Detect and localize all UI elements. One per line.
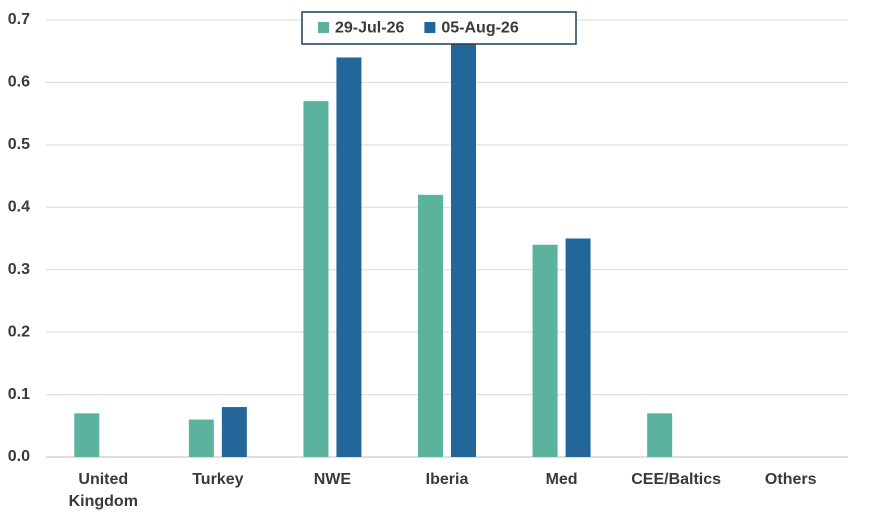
y-tick-label: 0.0 [8,448,30,465]
bar [336,57,362,457]
x-tick-label: Turkey [192,471,243,488]
y-tick-label: 0.4 [8,199,30,216]
x-tick-label: NWE [314,471,352,488]
bar [188,419,214,457]
y-tick-label: 0.3 [8,261,30,278]
bar [532,244,558,457]
x-tick-label: CEE/Baltics [631,471,721,488]
legend-swatch [318,22,329,33]
y-tick-label: 0.2 [8,323,30,340]
y-tick-label: 0.6 [8,74,30,91]
bar [221,407,247,457]
bar [451,26,476,457]
x-tick-label: Iberia [426,471,469,488]
legend-swatch [424,22,436,33]
legend-box [301,11,577,45]
y-tick-label: 0.7 [8,11,30,28]
bar [647,413,673,457]
y-tick-label: 0.5 [8,136,30,153]
legend: 29-Jul-26 05-Aug-26 [301,11,577,45]
bar [74,413,100,457]
bar [303,101,329,458]
bar [565,238,591,457]
x-tick-label: Med [546,471,578,488]
y-tick-label: 0.1 [8,386,30,403]
legend-label: 05-Aug-26 [441,20,518,37]
bar [418,194,443,458]
x-tick-label: United Kingdom [69,471,138,510]
x-tick-label: Others [765,471,817,488]
legend-label: 29-Jul-26 [335,20,404,37]
